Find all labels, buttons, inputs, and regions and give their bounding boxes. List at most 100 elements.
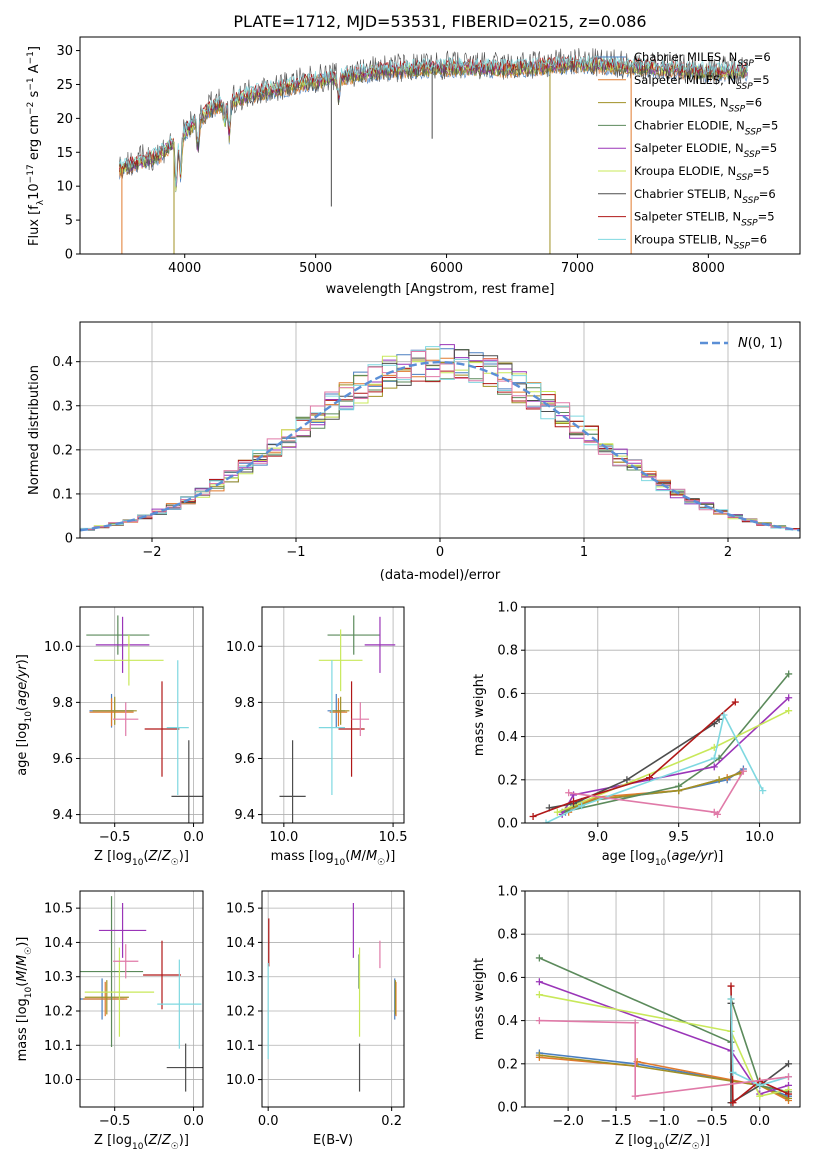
xtick-label: 0.2 [381, 1114, 402, 1129]
x-axis-label: (data-model)/error [380, 568, 501, 583]
xtick-label: −0.5 [99, 1114, 131, 1129]
series-line [539, 1054, 789, 1100]
plot-area-spectrum [119, 48, 748, 254]
x-axis-label: wavelength [Angstrom, rest frame] [326, 282, 555, 297]
data-point [756, 1092, 764, 1100]
data-point [646, 774, 654, 782]
ytick-label: 30 [56, 44, 73, 59]
ytick-label: 10.0 [44, 640, 73, 655]
data-point [785, 670, 793, 678]
xtick-label: 1 [580, 545, 588, 560]
ytick-label: 10.4 [44, 936, 73, 951]
legend-label: Chabrier ELODIE, NSSP=5 [634, 118, 778, 137]
data-point [710, 763, 718, 771]
data-point [631, 1092, 639, 1100]
legend-label: Salpeter ELODIE, NSSP=5 [634, 141, 777, 160]
ytick-label: 10.0 [226, 1073, 255, 1088]
x-axis-label: age [log10(age/yr)] [602, 849, 724, 868]
ytick-label: 10.2 [226, 1005, 255, 1020]
x-axis-label: mass [log10(M/M☉)] [271, 849, 396, 868]
data-point [729, 1068, 737, 1076]
xtick-label: 6000 [430, 261, 463, 276]
xtick-label: 4000 [168, 261, 201, 276]
xtick-label: 10.5 [379, 830, 408, 845]
data-point [710, 754, 718, 762]
xtick-label: −1 [286, 545, 305, 560]
xtick-label: 0.0 [749, 1114, 770, 1129]
figure-title: PLATE=1712, MJD=53531, FIBERID=0215, z=0… [233, 12, 647, 31]
series-line [80, 360, 800, 532]
series-line [730, 1003, 789, 1105]
xtick-label: 0.0 [258, 1114, 279, 1129]
legend-label: Chabrier STELIB, NSSP=6 [634, 187, 776, 206]
xtick-label: 9.5 [668, 830, 689, 845]
axes-frame [79, 36, 801, 255]
ytick-label: 5 [65, 214, 73, 229]
data-point [535, 1051, 543, 1059]
xtick-label: 8000 [692, 261, 725, 276]
data-point [785, 707, 793, 715]
xtick-label: 10.0 [745, 830, 774, 845]
axes-frame [524, 890, 801, 1108]
ytick-label: 0.8 [497, 644, 518, 659]
data-point [535, 1017, 543, 1025]
xtick-label: −1.5 [600, 1114, 632, 1129]
ytick-label: 0.2 [497, 1057, 518, 1072]
ytick-label: 9.8 [52, 696, 73, 711]
ytick-label: 10.2 [44, 1005, 73, 1020]
data-point [729, 1099, 737, 1107]
legend-label: Kroupa STELIB, NSSP=6 [634, 232, 767, 251]
series-line [568, 770, 745, 816]
data-point [785, 694, 793, 702]
ytick-label: 10.3 [44, 970, 73, 985]
plot-residuals: −2 −1 0 1 2 0 0.1 0.2 0.3 0.4 N(0, 1) (data-model)/… [27, 321, 801, 583]
data-point [739, 767, 747, 775]
axes-frame [261, 606, 405, 824]
series-line [532, 701, 736, 818]
data-point [565, 789, 573, 797]
data-point [529, 813, 537, 821]
xtick-label: 0 [436, 545, 444, 560]
data-point [731, 698, 739, 706]
ytick-label: 10.3 [226, 970, 255, 985]
legend-label: Salpeter MILES, NSSP=5 [634, 73, 770, 92]
plot-z-mass: −0.5 0.0 10.0 10.1 10.2 10.3 10.4 10.5 Z [log10(… [15, 890, 204, 1152]
data-point [727, 995, 735, 1003]
axes-frame [79, 606, 204, 824]
ytick-label: 0.1 [52, 487, 73, 502]
data-point [785, 1073, 793, 1081]
ytick-label: 10.4 [226, 936, 255, 951]
y-axis-label: Normed distribution [27, 365, 42, 495]
plot-area-z-massweight [535, 954, 793, 1107]
y-axis-label: mass weight [472, 958, 487, 1040]
xtick-label: 10.0 [269, 830, 298, 845]
data-point [623, 776, 631, 784]
ytick-label: 1.0 [497, 885, 518, 900]
data-point [578, 802, 586, 810]
y-axis-label: mass [log10(M/M☉)] [15, 937, 34, 1062]
ytick-label: 0.4 [497, 1014, 518, 1029]
ytick-label: 0.6 [497, 687, 518, 702]
ytick-label: 9.6 [234, 752, 255, 767]
ytick-label: 10.5 [44, 902, 73, 917]
ytick-label: 9.4 [52, 808, 73, 823]
data-point [631, 1019, 639, 1027]
x-axis-label: E(B-V) [313, 1133, 353, 1148]
axes-frame [261, 890, 405, 1108]
data-point [570, 797, 578, 805]
xtick-label: 7000 [561, 261, 594, 276]
plot-ebv-mass: 0.0 0.2 10.0 10.1 10.2 10.3 10.4 10.5 E(B-V) [226, 890, 405, 1148]
plot-area-residuals [80, 344, 800, 533]
xtick-label: 9.0 [587, 830, 608, 845]
x-axis-label: Z [log10(Z/Z☉)] [94, 1133, 189, 1152]
ytick-label: 0.4 [497, 730, 518, 745]
series-line [545, 712, 764, 823]
x-axis-label: Z [log10(Z/Z☉)] [94, 849, 189, 868]
data-point [785, 1060, 793, 1068]
data-point [756, 1081, 764, 1089]
legend-residuals: N(0, 1) [700, 336, 783, 351]
ytick-label: 0.2 [52, 443, 73, 458]
data-point [535, 991, 543, 999]
ytick-label: 0.3 [52, 399, 73, 414]
